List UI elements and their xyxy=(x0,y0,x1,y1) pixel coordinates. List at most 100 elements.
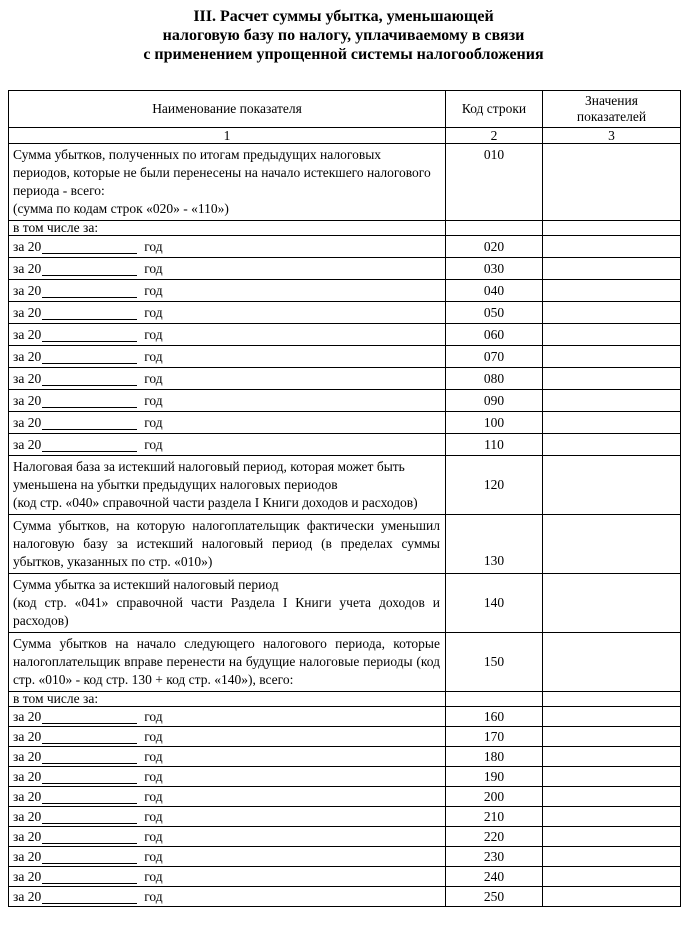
table-row: за 20 год 180 xyxy=(8,746,681,767)
year-blank-line xyxy=(42,318,138,320)
table-row: за 20 год 070 xyxy=(8,345,681,368)
year-suffix: год xyxy=(144,414,163,430)
line-code-cell: 130 xyxy=(445,514,543,574)
indicator-name-cell: за 20 год xyxy=(8,786,446,807)
year-prefix: за 20 xyxy=(13,370,42,386)
year-suffix: год xyxy=(144,788,163,804)
section-title-line: III. Расчет суммы убытка, уменьшающей xyxy=(193,8,494,25)
header-line-code: Код строки xyxy=(445,90,543,128)
value-cell xyxy=(542,632,681,692)
year-prefix: за 20 xyxy=(13,888,42,904)
loss-calculation-table: Наименование показателя Код строки Значе… xyxy=(8,90,681,907)
table-row: за 20 год 220 xyxy=(8,826,681,847)
year-suffix: год xyxy=(144,370,163,386)
value-cell xyxy=(542,826,681,847)
value-cell xyxy=(542,866,681,887)
year-suffix: год xyxy=(144,728,163,744)
table-row: за 20 год 250 xyxy=(8,886,681,907)
year-blank-line xyxy=(42,428,138,430)
year-blank-line xyxy=(42,902,138,904)
line-code-cell: 040 xyxy=(445,279,543,302)
year-suffix: год xyxy=(144,868,163,884)
table-row: Налоговая база за истекший налоговый пер… xyxy=(8,455,681,515)
value-cell xyxy=(542,806,681,827)
year-prefix: за 20 xyxy=(13,848,42,864)
line-code-cell: 230 xyxy=(445,846,543,867)
year-suffix: год xyxy=(144,808,163,824)
value-cell xyxy=(542,691,681,707)
line-code-cell: 100 xyxy=(445,411,543,434)
value-cell xyxy=(542,573,681,633)
subheader-label: в том числе за: xyxy=(13,691,99,706)
indicator-name-cell: Сумма убытков, на которую налогоплательщ… xyxy=(8,514,446,574)
section-title: III. Расчет суммы убытка, уменьшающей на… xyxy=(10,7,677,64)
year-prefix: за 20 xyxy=(13,326,42,342)
year-prefix: за 20 xyxy=(13,436,42,452)
header-values: Значения показателей xyxy=(542,90,681,128)
table-row: Сумма убытков, на которую налогоплательщ… xyxy=(8,514,681,574)
column-number-3: 3 xyxy=(542,127,681,144)
value-cell xyxy=(542,301,681,324)
year-prefix: за 20 xyxy=(13,768,42,784)
subheader-label: в том числе за: xyxy=(13,220,99,235)
value-cell xyxy=(542,433,681,456)
line-code-cell: 070 xyxy=(445,345,543,368)
table-row: за 20 год 090 xyxy=(8,389,681,412)
value-cell xyxy=(542,235,681,258)
line-code-cell: 120 xyxy=(445,455,543,515)
column-numbers-row: 1 2 3 xyxy=(8,127,681,144)
indicator-text-line: (код стр. «040» справочной части раздела… xyxy=(13,495,418,510)
table-row: Сумма убытка за истекший налоговый перио… xyxy=(8,573,681,633)
line-code-cell: 180 xyxy=(445,746,543,767)
indicator-name-cell: за 20 год xyxy=(8,886,446,907)
value-cell xyxy=(542,846,681,867)
year-blank-line xyxy=(42,742,138,744)
year-prefix: за 20 xyxy=(13,728,42,744)
indicator-name-cell: за 20 год xyxy=(8,279,446,302)
line-code-cell: 010 xyxy=(445,143,543,221)
value-cell xyxy=(542,143,681,221)
line-code-cell: 200 xyxy=(445,786,543,807)
table-row: за 20 год 050 xyxy=(8,301,681,324)
section-title-line: с применением упрощенной системы налогоо… xyxy=(143,46,544,63)
table-row: за 20 год 030 xyxy=(8,257,681,280)
table-row: в том числе за: xyxy=(8,220,681,236)
year-suffix: год xyxy=(144,238,163,254)
indicator-text-line: Сумма убытков, полученных по итогам пред… xyxy=(13,147,431,198)
line-code-cell: 170 xyxy=(445,726,543,747)
year-suffix: год xyxy=(144,828,163,844)
indicator-name-cell: Сумма убытков на начало следующего налог… xyxy=(8,632,446,692)
year-blank-line xyxy=(42,822,138,824)
year-prefix: за 20 xyxy=(13,348,42,364)
year-blank-line xyxy=(42,252,138,254)
line-code-cell: 240 xyxy=(445,866,543,887)
year-suffix: год xyxy=(144,348,163,364)
year-suffix: год xyxy=(144,848,163,864)
indicator-text-line: Налоговая база за истекший налоговый пер… xyxy=(13,459,405,492)
value-cell xyxy=(542,345,681,368)
indicator-name-cell: за 20 год xyxy=(8,766,446,787)
year-suffix: год xyxy=(144,768,163,784)
year-blank-line xyxy=(42,362,138,364)
table-row: за 20 год 040 xyxy=(8,279,681,302)
table-row: за 20 год 210 xyxy=(8,806,681,827)
year-blank-line xyxy=(42,802,138,804)
line-code-cell: 150 xyxy=(445,632,543,692)
value-cell xyxy=(542,455,681,515)
line-code-cell: 140 xyxy=(445,573,543,633)
value-cell xyxy=(542,706,681,727)
year-blank-line xyxy=(42,862,138,864)
year-prefix: за 20 xyxy=(13,304,42,320)
section-title-line: налоговую базу по налогу, уплачиваемому … xyxy=(162,27,525,44)
value-cell xyxy=(542,786,681,807)
indicator-name-cell: за 20 год xyxy=(8,806,446,827)
indicator-name-cell: за 20 год xyxy=(8,301,446,324)
indicator-name-cell: за 20 год xyxy=(8,826,446,847)
line-code-cell: 080 xyxy=(445,367,543,390)
table-row: за 20 год 100 xyxy=(8,411,681,434)
indicator-name-cell: за 20 год xyxy=(8,367,446,390)
table-row: Сумма убытков, полученных по итогам пред… xyxy=(8,143,681,221)
column-number-1: 1 xyxy=(8,127,446,144)
indicator-name-cell: в том числе за: xyxy=(8,220,446,236)
table-row: за 20 год 170 xyxy=(8,726,681,747)
